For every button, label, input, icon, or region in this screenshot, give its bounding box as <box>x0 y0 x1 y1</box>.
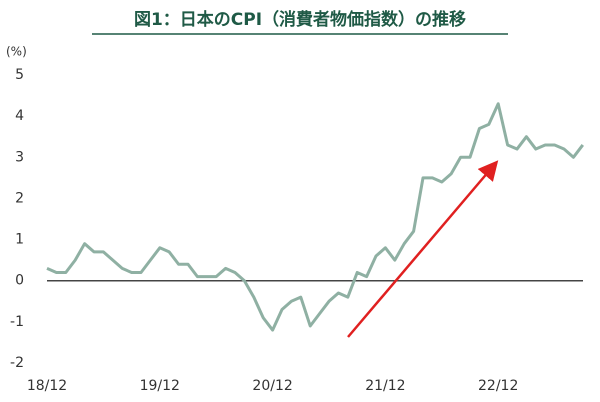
y-tick-label: 3 <box>15 149 24 165</box>
x-tick-label: 20/12 <box>252 378 292 394</box>
y-tick-label: 1 <box>15 232 24 248</box>
data-line <box>46 102 584 332</box>
y-tick-label: 2 <box>15 190 24 206</box>
y-tick-label: 4 <box>15 108 24 124</box>
x-tick-label: 18/12 <box>27 378 67 394</box>
y-axis-label: (%) <box>6 45 27 59</box>
x-tick-label: 21/12 <box>365 378 405 394</box>
y-tick-label: -1 <box>10 314 24 330</box>
x-tick-label: 22/12 <box>478 378 518 394</box>
y-tick-label: 0 <box>15 273 24 289</box>
y-tick-label: 5 <box>15 67 24 83</box>
trend-arrow <box>347 160 499 338</box>
x-tick-label: 19/12 <box>140 378 180 394</box>
y-tick-label: -2 <box>10 355 24 371</box>
chart-title: 図1：日本のCPI（消費者物価指数）の推移 <box>134 9 466 30</box>
